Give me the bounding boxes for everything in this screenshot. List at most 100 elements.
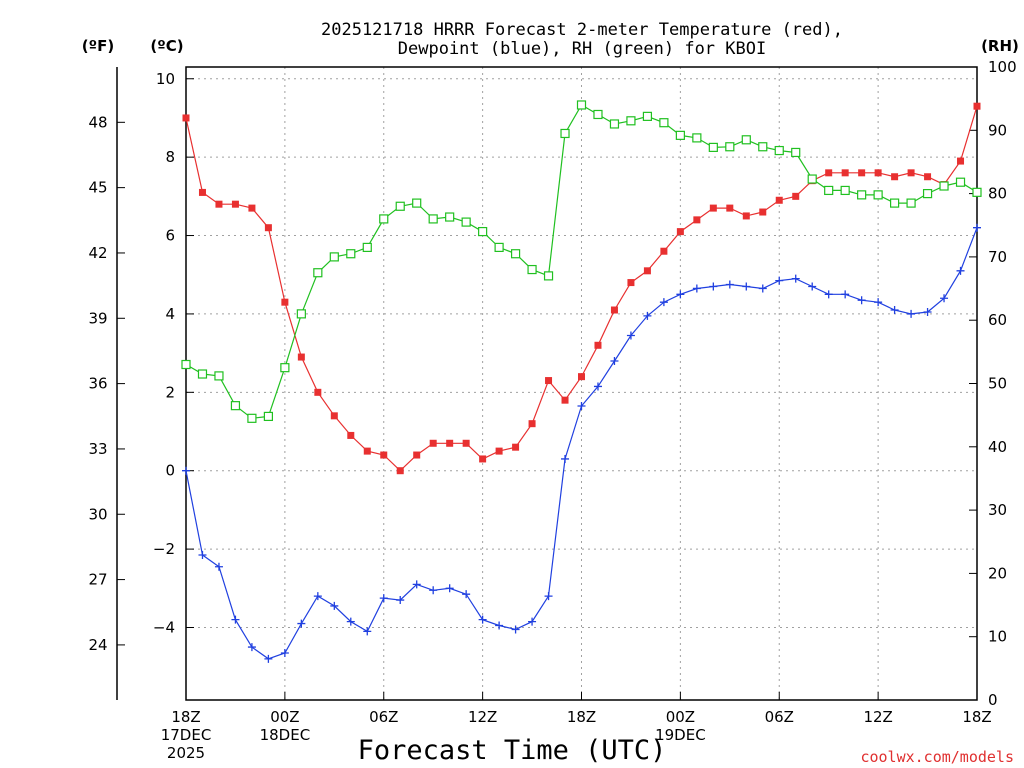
data-point [775, 196, 783, 204]
data-point [791, 147, 801, 158]
data-point [759, 208, 767, 216]
data-point [297, 353, 305, 361]
grid-lines [186, 67, 977, 700]
data-point [528, 420, 536, 428]
data-point [330, 601, 339, 610]
data-point [296, 309, 306, 319]
data-point [578, 373, 585, 381]
data-point [659, 118, 669, 128]
data-point [660, 247, 668, 255]
data-point [264, 224, 272, 232]
data-point [659, 298, 668, 307]
data-point [709, 282, 718, 291]
data-point [973, 223, 981, 232]
data-point [495, 621, 504, 630]
data-point [248, 204, 256, 212]
data-point [610, 356, 619, 365]
rh-tick-label: 70 [988, 248, 1007, 266]
x-tick-label: 06Z [369, 708, 398, 726]
data-point [708, 142, 718, 152]
plot-frame [185, 66, 978, 701]
data-point [824, 185, 834, 196]
data-point [544, 592, 553, 601]
rh-tick-label: 100 [988, 58, 1017, 76]
data-point [940, 294, 949, 303]
data-point [676, 290, 685, 299]
data-point [742, 282, 751, 291]
data-point [923, 307, 932, 316]
data-point [495, 447, 503, 455]
data-point [594, 341, 602, 349]
data-point [231, 200, 239, 208]
data-point [445, 212, 455, 222]
data-point [313, 268, 323, 278]
x-tick-label: 06Z [765, 708, 794, 726]
data-point [825, 169, 833, 177]
data-point [429, 439, 437, 447]
data-point [726, 204, 734, 212]
data-point [395, 201, 405, 211]
data-point [362, 242, 372, 253]
data-point [198, 188, 206, 196]
data-point [230, 401, 241, 411]
data-point [379, 594, 388, 603]
data-point [577, 402, 586, 411]
data-point [429, 586, 438, 595]
data-point [725, 142, 735, 152]
celsius-tick-label: 8 [165, 148, 175, 166]
data-point [807, 174, 817, 184]
data-point [560, 128, 570, 139]
data-point [412, 198, 422, 208]
data-point [939, 181, 949, 191]
data-point [446, 439, 454, 447]
data-point [692, 133, 702, 143]
data-point [280, 363, 290, 373]
data-point [808, 282, 817, 291]
data-point [197, 369, 208, 379]
data-point [841, 290, 850, 299]
data-point [891, 173, 899, 181]
fahrenheit-unit-label: (ºF) [82, 37, 114, 55]
data-point [642, 111, 653, 121]
series-line [185, 227, 978, 660]
data-point [231, 615, 240, 624]
data-point [675, 130, 685, 140]
x-tick-label: 00Z [270, 708, 299, 726]
data-point [627, 279, 635, 287]
data-point [725, 280, 734, 289]
data-point [858, 169, 866, 177]
data-point [297, 619, 306, 628]
data-point [215, 200, 223, 208]
data-point [907, 309, 916, 318]
data-point [758, 142, 768, 152]
data-point [874, 298, 883, 307]
data-point [610, 306, 618, 314]
data-point [330, 412, 338, 420]
data-point [973, 102, 981, 110]
data-point [626, 116, 636, 126]
data-point [478, 615, 487, 624]
data-point [758, 284, 767, 293]
data-point [626, 331, 635, 340]
data-point [198, 550, 207, 559]
data-point [874, 169, 882, 177]
x-tick-label: 2025 [167, 744, 205, 762]
series-dewpoint [182, 223, 981, 663]
celsius-tick-label: 10 [156, 70, 175, 88]
data-point [512, 443, 520, 451]
data-point [792, 192, 800, 200]
rh-tick-label: 60 [988, 311, 1007, 329]
data-point [247, 413, 257, 423]
data-point [742, 212, 750, 220]
celsius-tick-label: −2 [153, 540, 175, 558]
data-point [494, 242, 504, 253]
data-point [741, 135, 751, 145]
data-point [873, 190, 883, 200]
data-point [709, 204, 717, 212]
credit-text: coolwx.com/models [860, 748, 1014, 766]
data-point [182, 114, 190, 122]
fahrenheit-tick-label: 42 [88, 244, 107, 262]
data-point [280, 648, 289, 657]
data-point [363, 447, 371, 455]
data-point [593, 109, 603, 120]
